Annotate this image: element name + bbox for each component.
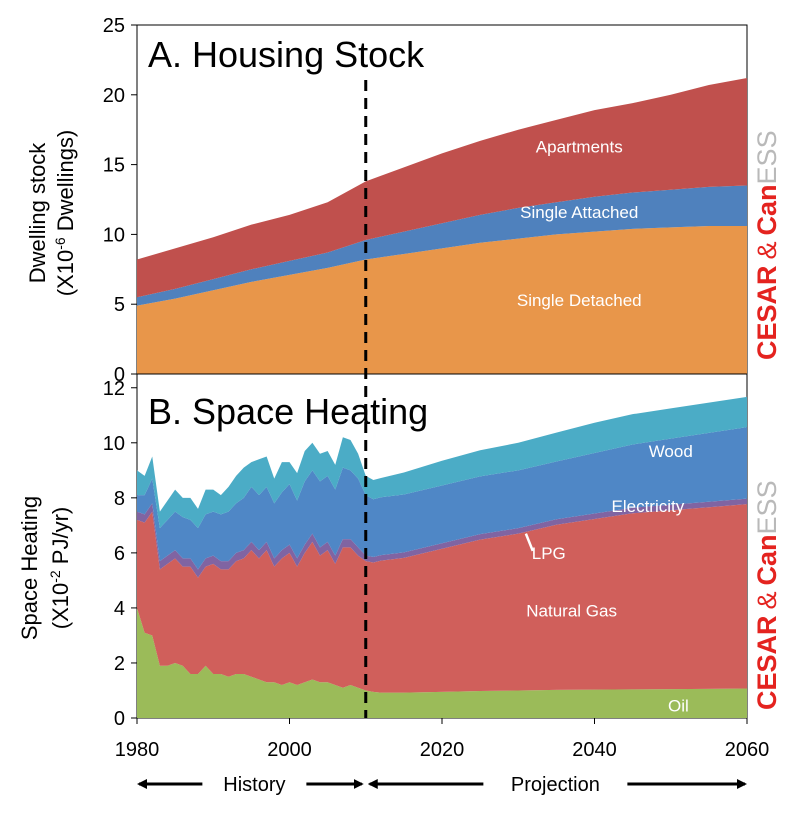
y-tick-label: 5	[114, 294, 125, 316]
history-label: History	[223, 774, 285, 796]
watermark-logo-a: CESAR&CanESS	[752, 130, 782, 360]
series-label-apartments: Apartments	[536, 137, 623, 156]
area-wood	[137, 396, 747, 529]
area-oil	[137, 607, 747, 718]
y-tick-label: 20	[103, 85, 125, 107]
y-axis-unit-b: (X10-2 PJ/yr)	[47, 507, 73, 630]
chart-title-a: A. Housing Stock	[148, 34, 425, 75]
x-tick-label: 2060	[725, 739, 770, 761]
y-tick-label: 0	[114, 364, 125, 386]
area-lpg	[137, 498, 747, 578]
timeline: History Projection	[137, 774, 747, 796]
y-tick-label: 15	[103, 155, 125, 177]
y-tick-label: 10	[103, 433, 125, 455]
area-natural-gas	[137, 504, 747, 693]
area-single-attached	[137, 185, 747, 306]
y-axis-unit-a: (X10-6 Dwellings)	[52, 130, 78, 297]
x-tick-label: 2000	[267, 739, 312, 761]
y-tick-label: 2	[114, 653, 125, 675]
y-tick-label: 10	[103, 224, 125, 246]
watermark-a: CESAR&CanESS	[752, 130, 782, 360]
y-axis-label-b: Space Heating	[17, 496, 42, 640]
y-tick-label: 0	[114, 708, 125, 730]
series-label-wood: Wood	[649, 442, 693, 461]
series-label-single-attached: Single Attached	[520, 203, 638, 222]
y-axis-label-a: Dwelling stock	[25, 142, 50, 284]
y-tick-label: 25	[103, 15, 125, 37]
watermark-b: CESAR&CanESS	[752, 480, 782, 710]
series-label-electricity: Electricity	[612, 497, 685, 516]
series-label-single-detached: Single Detached	[517, 291, 642, 310]
watermark-logo-b: CESAR&CanESS	[752, 480, 782, 710]
x-tick-label: 2040	[572, 739, 617, 761]
panel-space-heating: 0 2 4 6 8 10 12 1980 2000 2020 2040 2060 B. Space …	[17, 373, 770, 761]
area-single-detached	[137, 226, 747, 374]
series-label-natural-gas: Natural Gas	[526, 602, 617, 621]
series-label-lpg: LPG	[532, 544, 566, 563]
area-apartments	[137, 78, 747, 298]
y-tick-label: 12	[103, 378, 125, 400]
chart-title-b: B. Space Heating	[148, 391, 428, 432]
x-tick-label: 2020	[420, 739, 465, 761]
y-tick-label: 4	[114, 598, 125, 620]
series-label-oil: Oil	[668, 697, 689, 716]
projection-label: Projection	[511, 774, 600, 796]
y-tick-label: 8	[114, 488, 125, 510]
y-tick-label: 6	[114, 543, 125, 565]
lpg-pointer	[524, 533, 534, 552]
panel-housing-stock: 0 5 10 15 20 25 A. Housing Stock Apartments Si…	[25, 15, 748, 386]
x-tick-label: 1980	[115, 739, 160, 761]
area-electricity	[137, 427, 747, 570]
